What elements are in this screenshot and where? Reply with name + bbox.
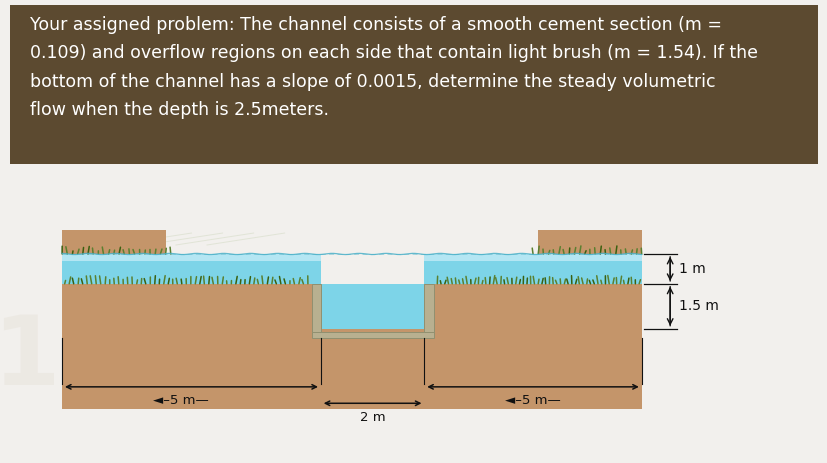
Text: 1 m: 1 m: [679, 262, 705, 276]
Polygon shape: [62, 230, 165, 254]
Bar: [62, 284, 641, 409]
Bar: [321, 284, 423, 329]
Bar: [423, 254, 641, 284]
Text: Your assigned problem: The channel consists of a smooth cement section (m =
0.10: Your assigned problem: The channel consi…: [30, 16, 758, 119]
Bar: [311, 332, 433, 338]
Bar: [433, 284, 641, 329]
Polygon shape: [538, 230, 641, 254]
Text: 2 m: 2 m: [360, 411, 385, 424]
Bar: [62, 284, 311, 329]
Text: 1: 1: [0, 312, 60, 405]
Bar: [423, 254, 641, 261]
Bar: [311, 284, 321, 333]
Bar: [62, 254, 320, 261]
Bar: [423, 284, 433, 333]
Text: ◄–5 m—: ◄–5 m—: [153, 394, 208, 407]
Text: 1.5 m: 1.5 m: [679, 299, 719, 313]
Text: ◄–5 m—: ◄–5 m—: [504, 394, 560, 407]
Bar: [62, 254, 320, 284]
Text: 3: 3: [60, 238, 147, 359]
